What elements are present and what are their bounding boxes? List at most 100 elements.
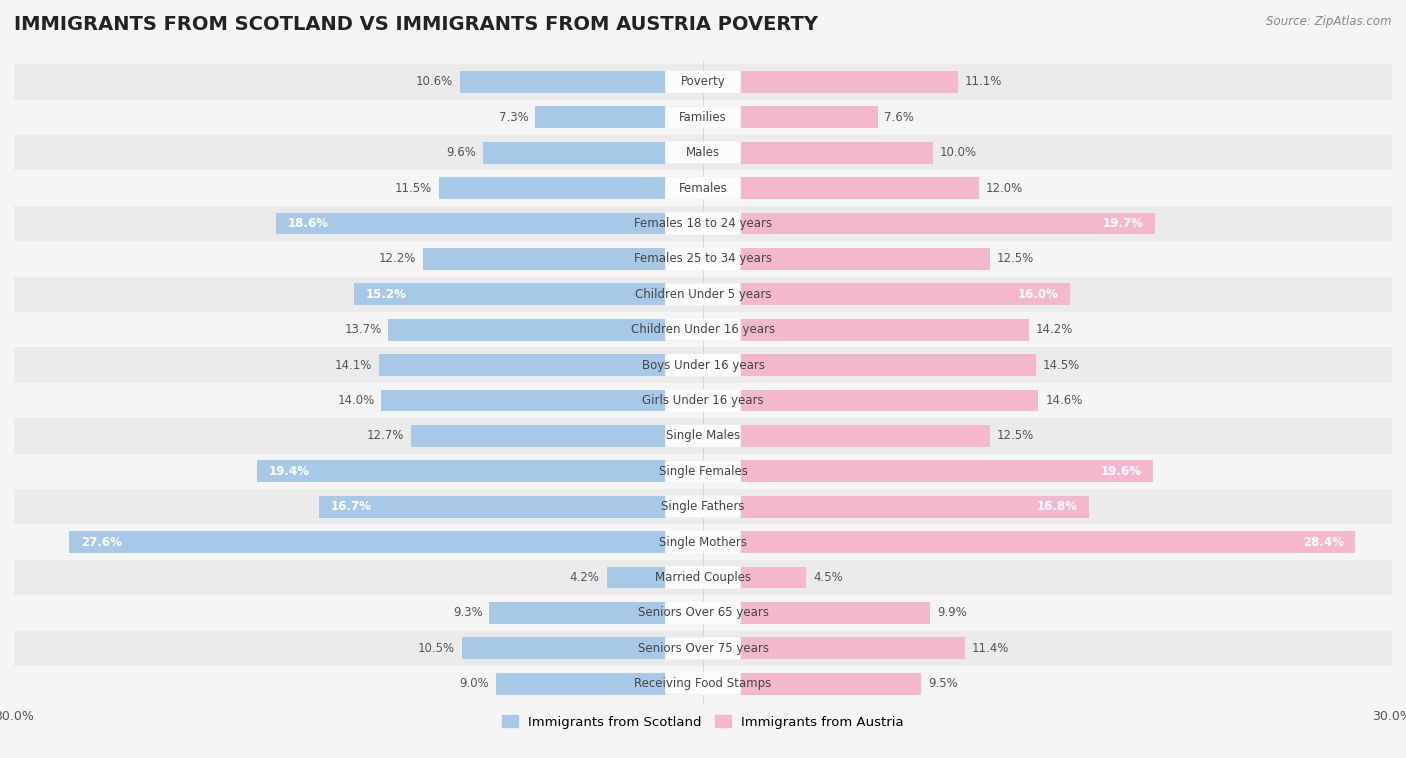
Bar xyxy=(14,418,1392,453)
Text: 27.6%: 27.6% xyxy=(80,536,121,549)
Text: Girls Under 16 years: Girls Under 16 years xyxy=(643,394,763,407)
Text: 11.5%: 11.5% xyxy=(395,182,432,195)
FancyBboxPatch shape xyxy=(665,354,741,376)
Text: Receiving Food Stamps: Receiving Food Stamps xyxy=(634,677,772,691)
Text: 14.1%: 14.1% xyxy=(335,359,373,371)
Bar xyxy=(14,453,1392,489)
Bar xyxy=(14,171,1392,205)
FancyBboxPatch shape xyxy=(665,496,741,518)
Text: Females: Females xyxy=(679,182,727,195)
Text: 12.5%: 12.5% xyxy=(997,252,1035,265)
Text: 19.6%: 19.6% xyxy=(1101,465,1142,478)
Bar xyxy=(14,347,1392,383)
Text: 18.6%: 18.6% xyxy=(287,217,329,230)
Text: 14.5%: 14.5% xyxy=(1043,359,1080,371)
Bar xyxy=(460,71,703,93)
Bar xyxy=(703,142,932,164)
Bar xyxy=(354,283,703,305)
Text: Males: Males xyxy=(686,146,720,159)
FancyBboxPatch shape xyxy=(665,142,741,164)
Bar xyxy=(703,71,957,93)
Text: 14.6%: 14.6% xyxy=(1045,394,1083,407)
Text: Children Under 16 years: Children Under 16 years xyxy=(631,323,775,337)
Text: 16.8%: 16.8% xyxy=(1036,500,1077,513)
Bar xyxy=(14,595,1392,631)
Text: 10.6%: 10.6% xyxy=(415,75,453,89)
FancyBboxPatch shape xyxy=(665,424,741,447)
Text: 4.5%: 4.5% xyxy=(813,571,844,584)
Bar xyxy=(423,248,703,270)
Text: 15.2%: 15.2% xyxy=(366,288,406,301)
Bar xyxy=(14,525,1392,560)
Text: 14.2%: 14.2% xyxy=(1036,323,1073,337)
Bar xyxy=(703,566,807,588)
Bar xyxy=(703,390,1038,412)
Text: Families: Families xyxy=(679,111,727,124)
Bar xyxy=(381,390,703,412)
Text: Children Under 5 years: Children Under 5 years xyxy=(634,288,772,301)
Text: 10.0%: 10.0% xyxy=(939,146,977,159)
Text: 19.4%: 19.4% xyxy=(269,465,309,478)
FancyBboxPatch shape xyxy=(665,672,741,695)
Text: 13.7%: 13.7% xyxy=(344,323,381,337)
FancyBboxPatch shape xyxy=(665,602,741,624)
FancyBboxPatch shape xyxy=(665,212,741,234)
Text: Females 25 to 34 years: Females 25 to 34 years xyxy=(634,252,772,265)
Bar xyxy=(703,637,965,659)
Bar xyxy=(14,99,1392,135)
Text: 19.7%: 19.7% xyxy=(1104,217,1144,230)
Bar xyxy=(14,560,1392,595)
Text: 12.2%: 12.2% xyxy=(378,252,416,265)
Text: 14.0%: 14.0% xyxy=(337,394,374,407)
Bar xyxy=(703,496,1088,518)
Bar xyxy=(703,602,931,624)
Text: 9.3%: 9.3% xyxy=(453,606,482,619)
FancyBboxPatch shape xyxy=(665,248,741,270)
Bar xyxy=(703,673,921,694)
Text: Females 18 to 24 years: Females 18 to 24 years xyxy=(634,217,772,230)
Text: 9.9%: 9.9% xyxy=(938,606,967,619)
Text: 9.5%: 9.5% xyxy=(928,677,957,691)
FancyBboxPatch shape xyxy=(665,106,741,128)
Bar xyxy=(461,637,703,659)
Bar xyxy=(703,212,1156,234)
Bar xyxy=(14,383,1392,418)
Bar xyxy=(14,64,1392,99)
Bar xyxy=(257,460,703,482)
Bar xyxy=(14,489,1392,525)
Bar xyxy=(703,283,1070,305)
Bar xyxy=(703,531,1355,553)
Text: 7.6%: 7.6% xyxy=(884,111,914,124)
Bar xyxy=(14,666,1392,701)
Bar xyxy=(703,354,1036,376)
Text: 28.4%: 28.4% xyxy=(1303,536,1344,549)
FancyBboxPatch shape xyxy=(665,318,741,341)
Text: 12.5%: 12.5% xyxy=(997,429,1035,443)
Legend: Immigrants from Scotland, Immigrants from Austria: Immigrants from Scotland, Immigrants fro… xyxy=(496,709,910,734)
FancyBboxPatch shape xyxy=(665,390,741,412)
Text: 10.5%: 10.5% xyxy=(418,642,456,655)
Bar xyxy=(276,212,703,234)
FancyBboxPatch shape xyxy=(665,531,741,553)
Text: Married Couples: Married Couples xyxy=(655,571,751,584)
FancyBboxPatch shape xyxy=(665,177,741,199)
Text: Seniors Over 75 years: Seniors Over 75 years xyxy=(637,642,769,655)
Bar xyxy=(319,496,703,518)
Bar xyxy=(14,205,1392,241)
Text: Single Males: Single Males xyxy=(666,429,740,443)
Text: 12.0%: 12.0% xyxy=(986,182,1022,195)
Text: Poverty: Poverty xyxy=(681,75,725,89)
Text: 11.4%: 11.4% xyxy=(972,642,1010,655)
Text: Single Females: Single Females xyxy=(658,465,748,478)
Text: 9.6%: 9.6% xyxy=(446,146,475,159)
Text: Source: ZipAtlas.com: Source: ZipAtlas.com xyxy=(1267,15,1392,28)
Text: 12.7%: 12.7% xyxy=(367,429,405,443)
Text: 9.0%: 9.0% xyxy=(460,677,489,691)
Bar xyxy=(412,425,703,447)
Bar xyxy=(703,425,990,447)
Bar xyxy=(703,106,877,128)
Text: 4.2%: 4.2% xyxy=(569,571,599,584)
Text: Seniors Over 65 years: Seniors Over 65 years xyxy=(637,606,769,619)
FancyBboxPatch shape xyxy=(665,460,741,482)
Bar xyxy=(606,566,703,588)
